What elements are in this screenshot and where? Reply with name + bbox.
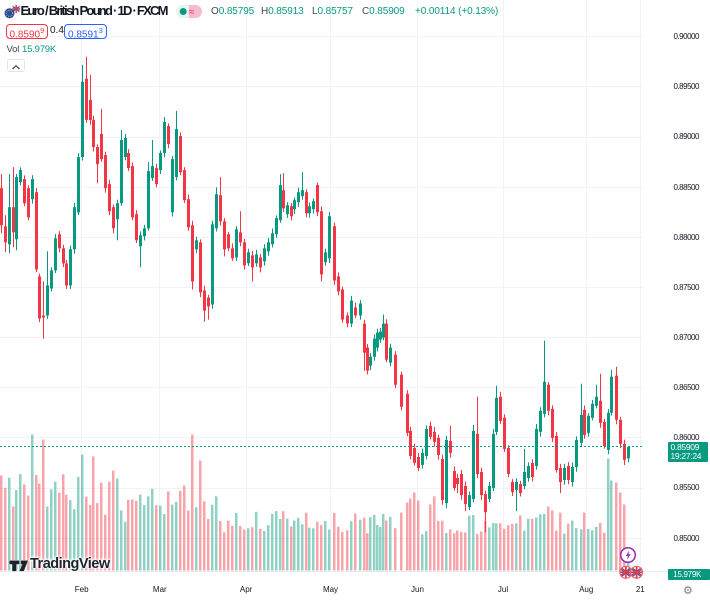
svg-text:≈: ≈ xyxy=(189,6,195,17)
